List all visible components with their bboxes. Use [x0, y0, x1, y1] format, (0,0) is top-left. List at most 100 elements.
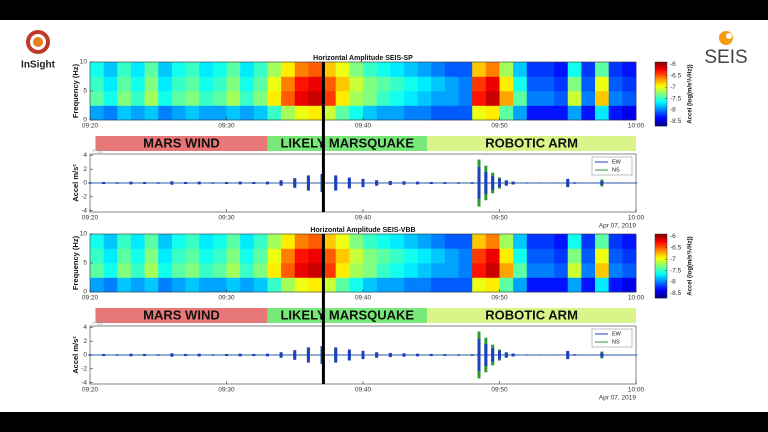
heatmap-cell [567, 248, 582, 264]
x-tick-label: 09:30 [218, 387, 235, 394]
heatmap-cell [240, 62, 255, 77]
colorbar-strip [655, 87, 667, 90]
colorbar-strip [655, 116, 667, 119]
heatmap-cell [212, 248, 227, 264]
heatmap-cell [581, 263, 596, 278]
colorbar-strip [655, 259, 667, 262]
y-scale-label: × 10⁻⁸ [92, 319, 108, 326]
heatmap-cell [130, 234, 145, 249]
heatmap-cell [267, 62, 282, 77]
heatmap-cell [103, 263, 118, 278]
x-tick-label: 10:00 [628, 387, 645, 394]
heatmap-cell [458, 76, 473, 92]
heatmap-cell [431, 263, 446, 278]
x-tick-label: 10:00 [628, 295, 645, 302]
heatmap-cell [335, 105, 350, 121]
heatmap-cell [117, 62, 132, 77]
colorbar-strip [655, 238, 667, 241]
heatmap-cell [567, 277, 582, 293]
heatmap-cell [349, 62, 364, 77]
heatmap-cell [171, 105, 186, 121]
heatmap-cell [526, 263, 541, 278]
heatmap-cell [390, 277, 405, 293]
heatmap-cell [240, 277, 255, 293]
colorbar-label: Accel (log(m/s²/√Hz)) [687, 236, 694, 295]
colorbar-tick-label: -8 [670, 107, 676, 114]
heatmap-cell [130, 62, 145, 77]
y-axis-label: Accel m/s² [71, 336, 80, 374]
heatmap-cell [226, 263, 241, 278]
colorbar-strip [655, 283, 667, 286]
heatmap-cell [485, 76, 500, 92]
heatmap-cell [444, 76, 459, 92]
heatmap-cell [90, 76, 104, 92]
colorbar-strip [655, 288, 667, 291]
heatmap-cell [431, 62, 446, 77]
heatmap-cell [499, 91, 514, 106]
heatmap-cell [417, 105, 432, 121]
heatmap-cell [130, 248, 145, 264]
colorbar-strip [655, 278, 667, 281]
heatmap-cell [526, 105, 541, 121]
heatmap-cell [199, 234, 214, 249]
event-band [95, 136, 268, 151]
colorbar-strip [655, 84, 667, 87]
heatmap-cell [554, 277, 569, 293]
heatmap-cell [444, 248, 459, 264]
heatmap-cell [595, 234, 609, 249]
heatmap-cell [199, 105, 214, 121]
heatmap-cell [376, 62, 391, 77]
heatmap-cell [458, 105, 473, 121]
heatmap-cell [431, 105, 446, 121]
date-label: Apr 07, 2019 [599, 395, 637, 402]
heatmap-cell [158, 263, 173, 278]
heatmap-cell [595, 62, 609, 77]
heatmap-cell [240, 76, 255, 92]
heatmap-cell [349, 76, 364, 92]
heatmap-cell [267, 234, 282, 249]
colorbar-strip [655, 68, 667, 71]
y-tick-label: -4 [81, 207, 87, 214]
heatmap-cell [144, 62, 159, 77]
heatmap-cell [103, 76, 118, 92]
heatmap-cell [608, 263, 623, 278]
colorbar-tick-label: -7.5 [670, 95, 682, 102]
heatmap-cell [458, 277, 473, 293]
heatmap-cell [581, 76, 596, 92]
heatmap-cell [171, 62, 186, 77]
heatmap-cell [171, 91, 186, 106]
heatmap-cell [554, 263, 569, 278]
colorbar-strip [655, 65, 667, 68]
heatmap-cell [403, 62, 418, 77]
heatmap-cell [117, 234, 132, 249]
heatmap-cell [472, 263, 487, 278]
colorbar-strip [655, 106, 667, 109]
heatmap-cell [185, 234, 200, 249]
heatmap-cell [226, 76, 241, 92]
heatmap-cell [444, 91, 459, 106]
colorbar-tick-label: -6.5 [670, 72, 682, 79]
heatmap-cell [308, 105, 323, 121]
heatmap-cell [335, 62, 350, 77]
heatmap-cell [294, 277, 309, 293]
heatmap-cell [472, 91, 487, 106]
colorbar-tick-label: -8.5 [670, 290, 682, 297]
event-band-label: ROBOTIC ARM [485, 135, 578, 150]
heatmap-cell [294, 263, 309, 278]
colorbar-strip [655, 119, 667, 122]
heatmap-cell [567, 105, 582, 121]
x-tick-label: 09:40 [355, 123, 372, 130]
legend-label: NS [612, 339, 620, 345]
x-tick-label: 09:20 [82, 215, 99, 222]
heatmap-cell [363, 91, 377, 106]
heatmap-cell [526, 76, 541, 92]
colorbar-strip [655, 261, 667, 264]
heatmap-cell [90, 263, 104, 278]
heatmap-cell [540, 263, 555, 278]
y-tick-label: 5 [83, 88, 87, 95]
y-axis-label: Accel m/s² [71, 164, 80, 202]
heatmap-cell [335, 91, 350, 106]
heatmap-cell [376, 91, 391, 106]
colorbar-strip [655, 294, 667, 297]
colorbar-strip [655, 250, 667, 252]
